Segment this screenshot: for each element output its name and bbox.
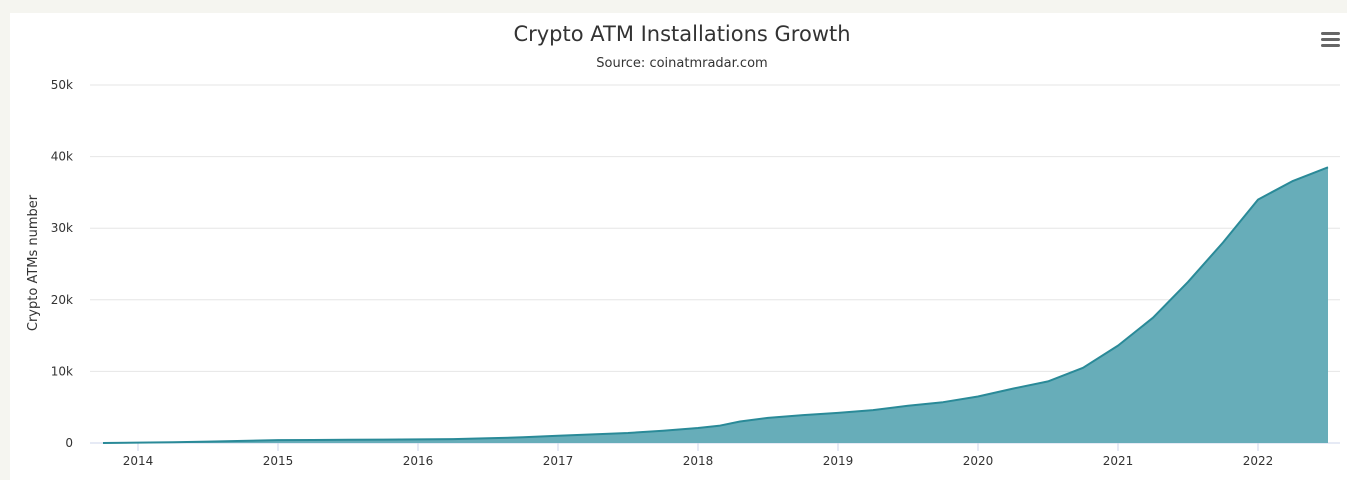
series-line	[102, 166, 1329, 444]
y-tick-label: 10k	[51, 364, 73, 378]
y-axis-ticks: 0 10k 20k 30k 40k 50k	[51, 78, 73, 450]
x-tick-label: 2019	[823, 454, 854, 468]
chart-subtitle: Source: coinatmradar.com	[596, 56, 767, 71]
y-tick-label: 40k	[51, 150, 73, 164]
y-tick-label: 50k	[51, 78, 73, 92]
chart-container: Crypto ATM Installations Growth Source: …	[10, 13, 1347, 480]
x-tick-label: 2016	[403, 454, 434, 468]
hamburger-menu-icon[interactable]	[1310, 27, 1346, 53]
y-axis-title: Crypto ATMs number	[26, 194, 41, 331]
x-tick-label: 2020	[963, 454, 994, 468]
area-chart: Crypto ATM Installations Growth Source: …	[26, 22, 1346, 468]
x-tick-label: 2018	[683, 454, 714, 468]
x-tick-label: 2015	[263, 454, 294, 468]
y-tick-label: 0	[65, 436, 73, 450]
series-area	[103, 167, 1328, 444]
x-tick-label: 2014	[123, 454, 154, 468]
series-layer	[102, 166, 1329, 444]
x-tick-label: 2021	[1103, 454, 1134, 468]
x-tick-label: 2022	[1243, 454, 1274, 468]
y-tick-label: 30k	[51, 221, 73, 235]
y-tick-label: 20k	[51, 293, 73, 307]
x-axis-ticks: 2014 2015 2016 2017 2018 2019 2020 2021 2022	[123, 443, 1274, 468]
chart-title: Crypto ATM Installations Growth	[513, 22, 850, 46]
x-tick-label: 2017	[543, 454, 574, 468]
